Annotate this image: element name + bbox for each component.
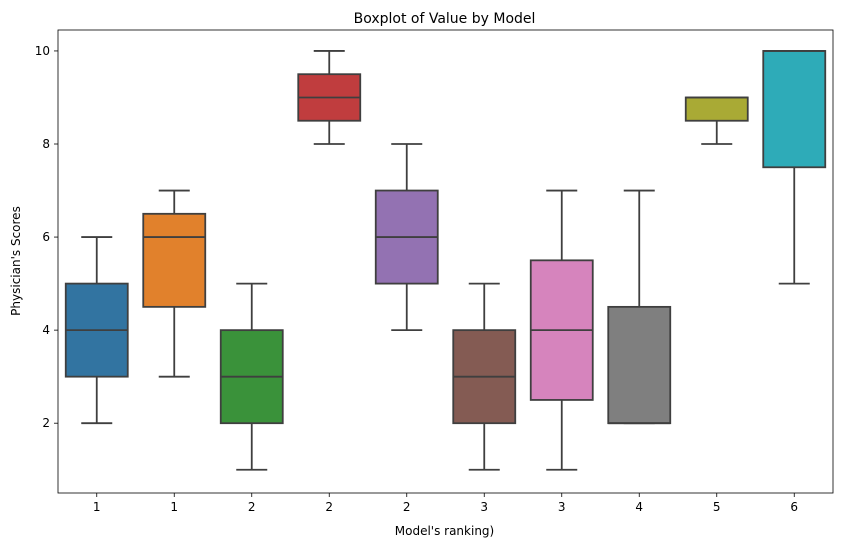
x-tick-label: 4 [635, 500, 643, 514]
chart-title: Boxplot of Value by Model [354, 11, 536, 27]
x-tick-label: 5 [713, 500, 721, 514]
y-tick-label: 8 [42, 137, 50, 151]
x-tick-label: 3 [558, 500, 566, 514]
y-tick-label: 6 [42, 230, 50, 244]
plot-area: 2 4 6 8 10 1 1 2 2 2 3 3 4 5 6 [35, 44, 827, 514]
axes-frame [57, 29, 834, 494]
y-tick-label: 2 [42, 416, 50, 430]
x-tick-label: 2 [325, 500, 333, 514]
box [607, 305, 672, 425]
box [142, 212, 207, 308]
y-tick-label: 10 [35, 44, 50, 58]
box [762, 50, 827, 169]
x-tick-label: 3 [480, 500, 488, 514]
x-tick-label: 6 [790, 500, 798, 514]
x-tick-label: 1 [170, 500, 178, 514]
box [684, 96, 749, 122]
x-tick-label: 1 [93, 500, 101, 514]
y-tick-label: 4 [42, 323, 50, 337]
x-axis-label: Model's ranking) [395, 524, 494, 538]
x-tick-label: 2 [248, 500, 256, 514]
x-tick-label: 2 [403, 500, 411, 514]
y-axis-label: Physician's Scores [9, 206, 23, 316]
